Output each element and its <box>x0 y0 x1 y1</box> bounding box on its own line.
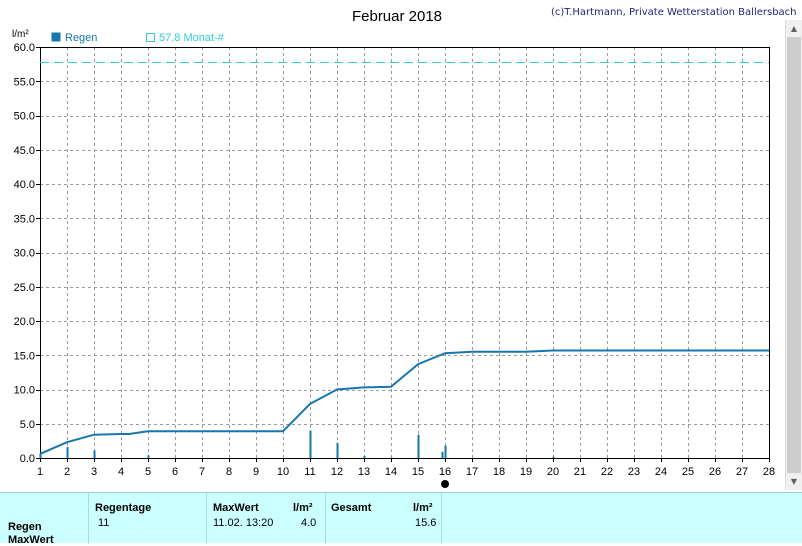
x-tick-label: 24 <box>655 466 667 478</box>
x-tick-label: 23 <box>628 466 640 478</box>
y-tick-label: 25.0 <box>14 282 35 294</box>
y-tick-label: 5.0 <box>20 419 35 431</box>
y-tick-label: 0.0 <box>20 453 35 465</box>
scroll-up-icon[interactable]: ▲ <box>786 20 802 37</box>
column-divider <box>441 493 442 544</box>
x-tick-label: 13 <box>358 466 370 478</box>
x-tick-label: 20 <box>547 466 559 478</box>
plot-area <box>40 47 769 458</box>
column-divider <box>325 493 326 544</box>
y-tick-label: 20.0 <box>14 316 35 328</box>
x-tick-label: 1 <box>37 466 43 478</box>
x-tick-label: 21 <box>574 466 586 478</box>
x-tick-label: 26 <box>709 466 721 478</box>
regentage-value: 11 <box>98 517 110 529</box>
x-tick-label: 5 <box>145 466 151 478</box>
x-tick-label: 15 <box>412 466 424 478</box>
x-tick-label: 28 <box>763 466 775 478</box>
scroll-down-icon[interactable]: ▼ <box>786 473 802 490</box>
row-label-maxwert: MaxWert <box>8 534 54 546</box>
plot-frame <box>40 47 770 459</box>
copyright-text: (c)T.Hartmann, Private Wetterstation Bal… <box>551 7 797 18</box>
maxwert-date: 11.02. 13:20 <box>213 517 274 529</box>
vertical-scrollbar[interactable]: ▲ ▼ <box>785 20 802 490</box>
legend-label-regen: Regen <box>65 32 97 44</box>
x-tick-label: 3 <box>91 466 97 478</box>
x-tick-label: 14 <box>385 466 397 478</box>
y-tick-label: 55.0 <box>14 76 35 88</box>
x-tick-label: 16 <box>439 466 451 478</box>
x-tick-label: 12 <box>331 466 343 478</box>
legend-swatch-monthly <box>146 33 155 42</box>
gesamt-unit: l/m² <box>413 502 433 514</box>
maxwert-header: MaxWert <box>213 502 259 514</box>
y-tick-label: 15.0 <box>14 350 35 362</box>
x-tick-label: 27 <box>736 466 748 478</box>
rain-chart: 0.0 5.0 10.0 15.0 20.0 25.0 30.0 35.0 40.0 45.0 50… <box>12 7 797 488</box>
y-tick-label: 45.0 <box>14 145 35 157</box>
x-tick-label: 19 <box>520 466 532 478</box>
current-day-marker <box>441 480 449 488</box>
y-tick-label: 40.0 <box>14 179 35 191</box>
regentage-header: Regentage <box>95 502 152 514</box>
y-tick-label: 30.0 <box>14 248 35 260</box>
x-tick-label: 10 <box>277 466 289 478</box>
gesamt-header: Gesamt <box>331 502 372 514</box>
x-tick-label: 18 <box>493 466 505 478</box>
row-label-regen: Regen <box>8 521 42 533</box>
x-tick-label: 17 <box>466 466 478 478</box>
y-tick-label: 35.0 <box>14 213 35 225</box>
y-axis-unit: l/m² <box>12 29 29 40</box>
maxwert-unit: l/m² <box>293 502 313 514</box>
scroll-thumb[interactable] <box>787 37 801 473</box>
x-tick-label: 6 <box>172 466 178 478</box>
y-tick-label: 10.0 <box>14 385 35 397</box>
column-divider <box>206 493 207 544</box>
chart-title: Februar 2018 <box>352 8 442 25</box>
maxwert-value: 4.0 <box>301 517 317 529</box>
chart-canvas: 0.0 5.0 10.0 15.0 20.0 25.0 30.0 35.0 40.0 45.0 50… <box>12 7 797 488</box>
cumulative-rain-line <box>39 349 769 455</box>
x-tick-label: 8 <box>226 466 232 478</box>
y-tick-label: 60.0 <box>14 42 35 54</box>
x-tick-label: 9 <box>253 466 259 478</box>
x-tick-label: 25 <box>682 466 694 478</box>
y-tick-label: 50.0 <box>14 111 35 123</box>
x-tick-label: 7 <box>199 466 205 478</box>
legend-swatch-regen <box>51 32 61 42</box>
x-tick-label: 2 <box>64 466 70 478</box>
legend-label-monthly: 57.8 Monat-# <box>159 32 225 44</box>
x-tick-label: 11 <box>304 466 315 478</box>
gesamt-value: 15.6 <box>415 517 437 529</box>
x-tick-label: 4 <box>118 466 124 478</box>
summary-panel: Regen MaxWert Regentage 11 MaxWert l/m² … <box>0 492 802 546</box>
x-tick-label: 22 <box>601 466 613 478</box>
column-divider <box>88 493 89 544</box>
